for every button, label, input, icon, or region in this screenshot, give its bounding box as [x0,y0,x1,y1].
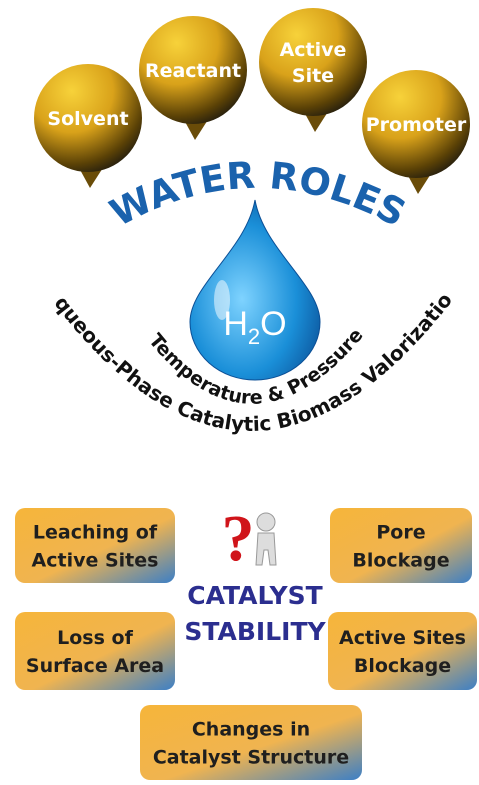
issue-box [330,508,472,583]
h: H [223,305,248,343]
bubble-label: Active [280,39,347,61]
figure-body [256,533,276,565]
figure-head [257,513,275,531]
bubble-label: Promoter [366,114,467,136]
issue-label: Blockage [354,655,451,677]
question-icon: ? [222,502,277,575]
issue-box [15,508,175,583]
subscript: 2 [248,324,260,349]
issue-label: Loss of [57,627,133,649]
center-line-1: CATALYST [187,581,322,610]
question-mark: ? [222,502,255,575]
issue-box [15,612,175,690]
water-drop [190,200,320,380]
bubble [259,8,367,116]
issue-label: Blockage [352,550,449,572]
issue-label: Pore [376,522,425,544]
issue-box [140,705,362,780]
bubble-label: Solvent [47,108,128,130]
issue-label: Active Sites [32,550,159,572]
diagram: SolventReactantActiveSitePromoter WATER … [0,0,479,785]
issue-label: Catalyst Structure [153,747,349,769]
o: O [260,305,286,343]
issue-box [328,612,477,690]
issue-label: Changes in [192,719,310,741]
center-line-2: STABILITY [184,617,326,646]
issue-label: Leaching of [33,522,158,544]
issue-label: Active Sites [339,627,466,649]
bubble-label: Site [292,65,334,87]
bubble-label: Reactant [145,60,241,82]
issue-label: Surface Area [26,655,164,677]
